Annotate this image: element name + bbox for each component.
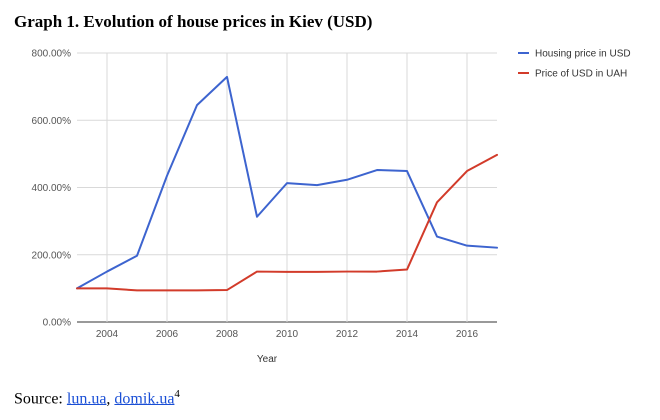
source-separator: ,	[106, 390, 111, 408]
source-line: Source: lun.ua, domik.ua4	[14, 388, 180, 408]
series-line-1	[76, 75, 498, 290]
line-chart: 0.00% 200.00% 400.00% 600.00% 800.00% 2004 200…	[32, 49, 631, 366]
x-tick-label: 2012	[336, 329, 359, 340]
grid-lines	[77, 52, 497, 323]
legend-label: Housing price in USD	[535, 49, 631, 60]
x-tick-label: 2014	[396, 329, 419, 340]
x-axis-title: Year	[257, 354, 278, 365]
x-tick-label: 2016	[456, 329, 479, 340]
source-link-domik[interactable]: domik.ua	[114, 390, 175, 408]
footnote-marker: 4	[174, 388, 180, 400]
legend-label: Price of USD in UAH	[535, 69, 627, 80]
y-tick-label: 600.00%	[32, 116, 72, 127]
y-tick-label: 800.00%	[32, 49, 72, 60]
source-label: Source:	[14, 390, 63, 408]
source-link-lun[interactable]: lun.ua	[66, 390, 107, 408]
y-tick-label: 200.00%	[32, 250, 72, 261]
y-tick-label: 400.00%	[32, 183, 72, 194]
x-tick-label: 2004	[96, 329, 119, 340]
chart-title: Graph 1. Evolution of house prices in Ki…	[14, 12, 373, 31]
series-line-2	[76, 153, 498, 292]
legend: Housing price in USD Price of USD in UAH	[518, 49, 631, 80]
axes: 0.00% 200.00% 400.00% 600.00% 800.00% 2004 200…	[32, 49, 479, 341]
x-tick-label: 2010	[276, 329, 299, 340]
y-tick-label: 0.00%	[43, 318, 71, 329]
x-tick-label: 2006	[156, 329, 179, 340]
x-tick-label: 2008	[216, 329, 239, 340]
series-lines	[76, 75, 498, 292]
